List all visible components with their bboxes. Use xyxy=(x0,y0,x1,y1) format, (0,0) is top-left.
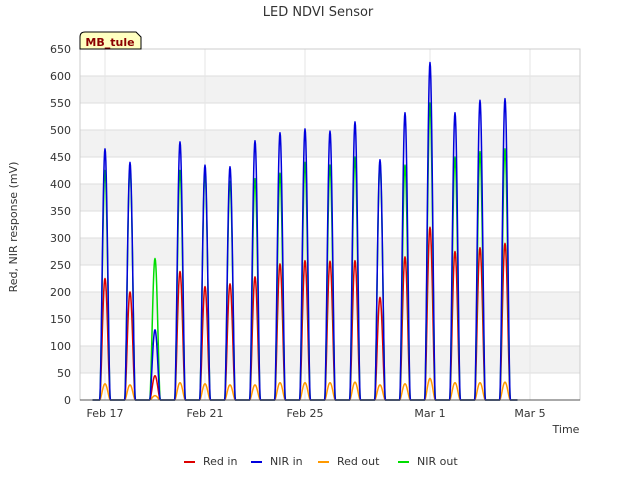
chart-title: LED NDVI Sensor xyxy=(263,5,374,20)
y-tick-label: 450 xyxy=(50,151,71,164)
x-tick-label: Mar 5 xyxy=(514,407,545,420)
y-tick-labels: 0 50 100 150 200 250 300 350 400 450 500 550 600 650 xyxy=(50,43,71,407)
x-axis-label: Time xyxy=(552,423,580,436)
legend-label: NIR out xyxy=(417,455,458,468)
y-tick-label: 550 xyxy=(50,97,71,110)
y-tick-label: 100 xyxy=(50,340,71,353)
y-tick-label: 500 xyxy=(50,124,71,137)
y-tick-label: 600 xyxy=(50,70,71,83)
y-tick-label: 50 xyxy=(57,367,71,380)
site-badge-label: MB_tule xyxy=(85,36,134,49)
grid-band xyxy=(80,76,580,103)
y-tick-label: 350 xyxy=(50,205,71,218)
x-tick-label: Feb 17 xyxy=(87,407,124,420)
x-tick-labels: Feb 17 Feb 21 Feb 25 Mar 1 Mar 5 xyxy=(87,407,546,420)
site-badge-box xyxy=(79,31,142,50)
x-tick-label: Feb 21 xyxy=(187,407,224,420)
plot-background xyxy=(80,76,580,373)
site-badge: MB_tule xyxy=(79,31,142,50)
y-tick-label: 400 xyxy=(50,178,71,191)
grid-band xyxy=(80,346,580,373)
grid-band xyxy=(80,184,580,211)
x-tick-label: Feb 25 xyxy=(287,407,324,420)
x-tick-label: Mar 1 xyxy=(414,407,445,420)
grid-band xyxy=(80,292,580,319)
y-tick-label: 0 xyxy=(64,394,71,407)
y-tick-label: 150 xyxy=(50,313,71,326)
y-tick-label: 300 xyxy=(50,232,71,245)
y-tick-label: 250 xyxy=(50,259,71,272)
legend-label: Red in xyxy=(203,455,237,468)
axes xyxy=(79,48,581,401)
y-tick-label: 200 xyxy=(50,286,71,299)
legend-label: Red out xyxy=(337,455,380,468)
y-tick-label: 650 xyxy=(50,43,71,56)
y-axis-label: Red, NIR response (mV) xyxy=(7,162,20,293)
legend: Red in NIR in Red out NIR out xyxy=(184,455,458,468)
legend-label: NIR in xyxy=(270,455,303,468)
